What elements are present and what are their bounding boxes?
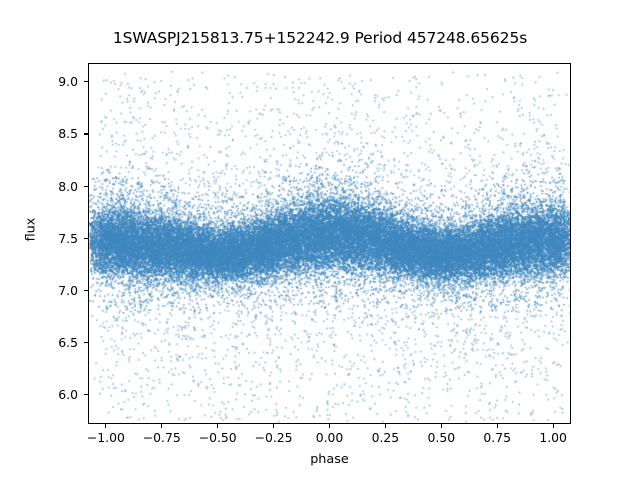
y-axis-label: flux	[23, 217, 39, 242]
y-tick-mark	[84, 81, 88, 83]
y-tick-label: 8.0	[58, 178, 78, 194]
x-tick-mark	[384, 424, 386, 428]
x-tick-label: −0.50	[198, 430, 237, 445]
y-tick-label: 7.0	[58, 282, 78, 298]
y-tick-label: 9.0	[58, 74, 78, 90]
y-tick-mark	[84, 185, 88, 187]
y-tick-mark	[84, 342, 88, 344]
plot-axes	[88, 63, 571, 424]
y-tick-label: 6.5	[58, 335, 78, 351]
x-tick-mark	[217, 424, 219, 428]
x-tick-label: −0.25	[254, 430, 293, 445]
x-tick-mark	[273, 424, 275, 428]
y-tick-mark	[84, 289, 88, 292]
y-tick-label: 6.0	[58, 387, 78, 403]
page-title: 1SWASPJ215813.75+152242.9 Period 457248.…	[112, 29, 528, 47]
x-tick-label: 0.75	[483, 430, 511, 445]
x-tick-mark	[552, 424, 554, 428]
y-tick-mark	[84, 394, 88, 396]
y-tick-label: 8.5	[58, 126, 78, 142]
y-tick-mark	[84, 133, 88, 135]
x-tick-label: 0.00	[315, 430, 344, 445]
x-tick-label: 0.50	[427, 430, 456, 445]
x-tick-label: −1.00	[86, 430, 125, 445]
x-tick-label: 0.25	[371, 430, 400, 445]
x-axis-label: phase	[310, 452, 349, 467]
y-tick-mark	[84, 237, 88, 239]
x-tick-mark	[329, 424, 331, 428]
scatter-plot-canvas	[89, 64, 570, 423]
x-tick-label: 1.00	[539, 430, 567, 445]
x-tick-mark	[440, 424, 442, 428]
x-tick-label: −0.75	[142, 430, 181, 445]
x-tick-mark	[496, 424, 498, 428]
x-tick-mark	[105, 424, 107, 428]
x-tick-mark	[161, 424, 163, 428]
y-tick-label: 7.5	[58, 230, 78, 246]
